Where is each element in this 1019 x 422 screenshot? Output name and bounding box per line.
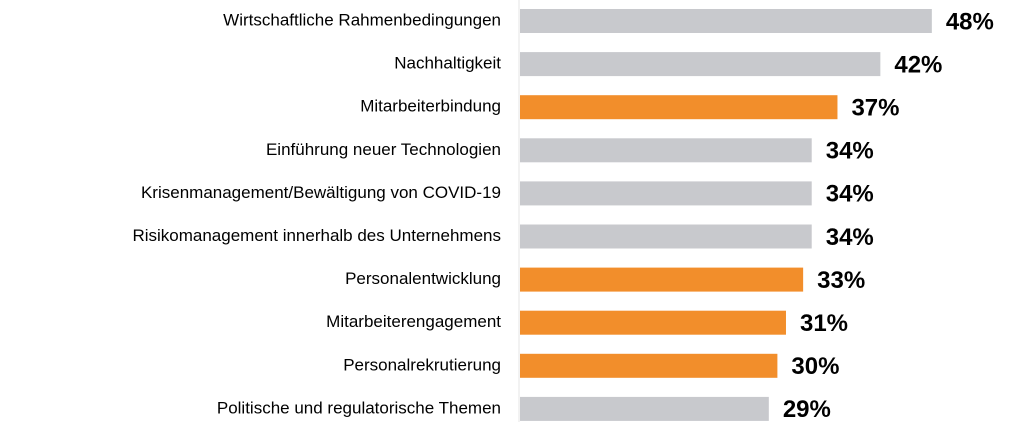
category-label: Politische und regulatorische Themen bbox=[217, 398, 501, 417]
value-label: 48% bbox=[946, 8, 994, 35]
category-label: Personalentwicklung bbox=[345, 269, 501, 288]
bar bbox=[520, 95, 838, 120]
value-label: 34% bbox=[826, 224, 874, 251]
value-label: 34% bbox=[826, 181, 874, 208]
value-label: 29% bbox=[783, 396, 831, 422]
bar bbox=[520, 224, 812, 249]
value-label: 30% bbox=[791, 353, 839, 380]
value-label: 37% bbox=[851, 95, 899, 122]
bar bbox=[520, 9, 932, 33]
category-label: Einführung neuer Technologien bbox=[266, 140, 501, 159]
category-label: Wirtschaftliche Rahmenbedingungen bbox=[223, 10, 501, 29]
category-label: Mitarbeiterbindung bbox=[360, 97, 501, 116]
value-label: 42% bbox=[894, 51, 942, 78]
category-label: Risikomanagement innerhalb des Unternehm… bbox=[132, 226, 501, 245]
bar bbox=[520, 52, 881, 77]
bar bbox=[520, 310, 786, 335]
category-label: Nachhaltigkeit bbox=[394, 54, 501, 73]
value-label: 31% bbox=[800, 310, 848, 337]
value-label: 34% bbox=[826, 138, 874, 165]
bar bbox=[520, 138, 812, 163]
bar bbox=[520, 267, 804, 292]
category-label: Personalrekrutierung bbox=[343, 355, 501, 374]
bar bbox=[520, 353, 778, 378]
bar bbox=[520, 181, 812, 206]
category-label: Krisenmanagement/Bewältigung von COVID-1… bbox=[141, 183, 501, 202]
bar bbox=[520, 396, 769, 421]
category-label: Mitarbeiterengagement bbox=[326, 312, 501, 331]
value-label: 33% bbox=[817, 267, 865, 294]
